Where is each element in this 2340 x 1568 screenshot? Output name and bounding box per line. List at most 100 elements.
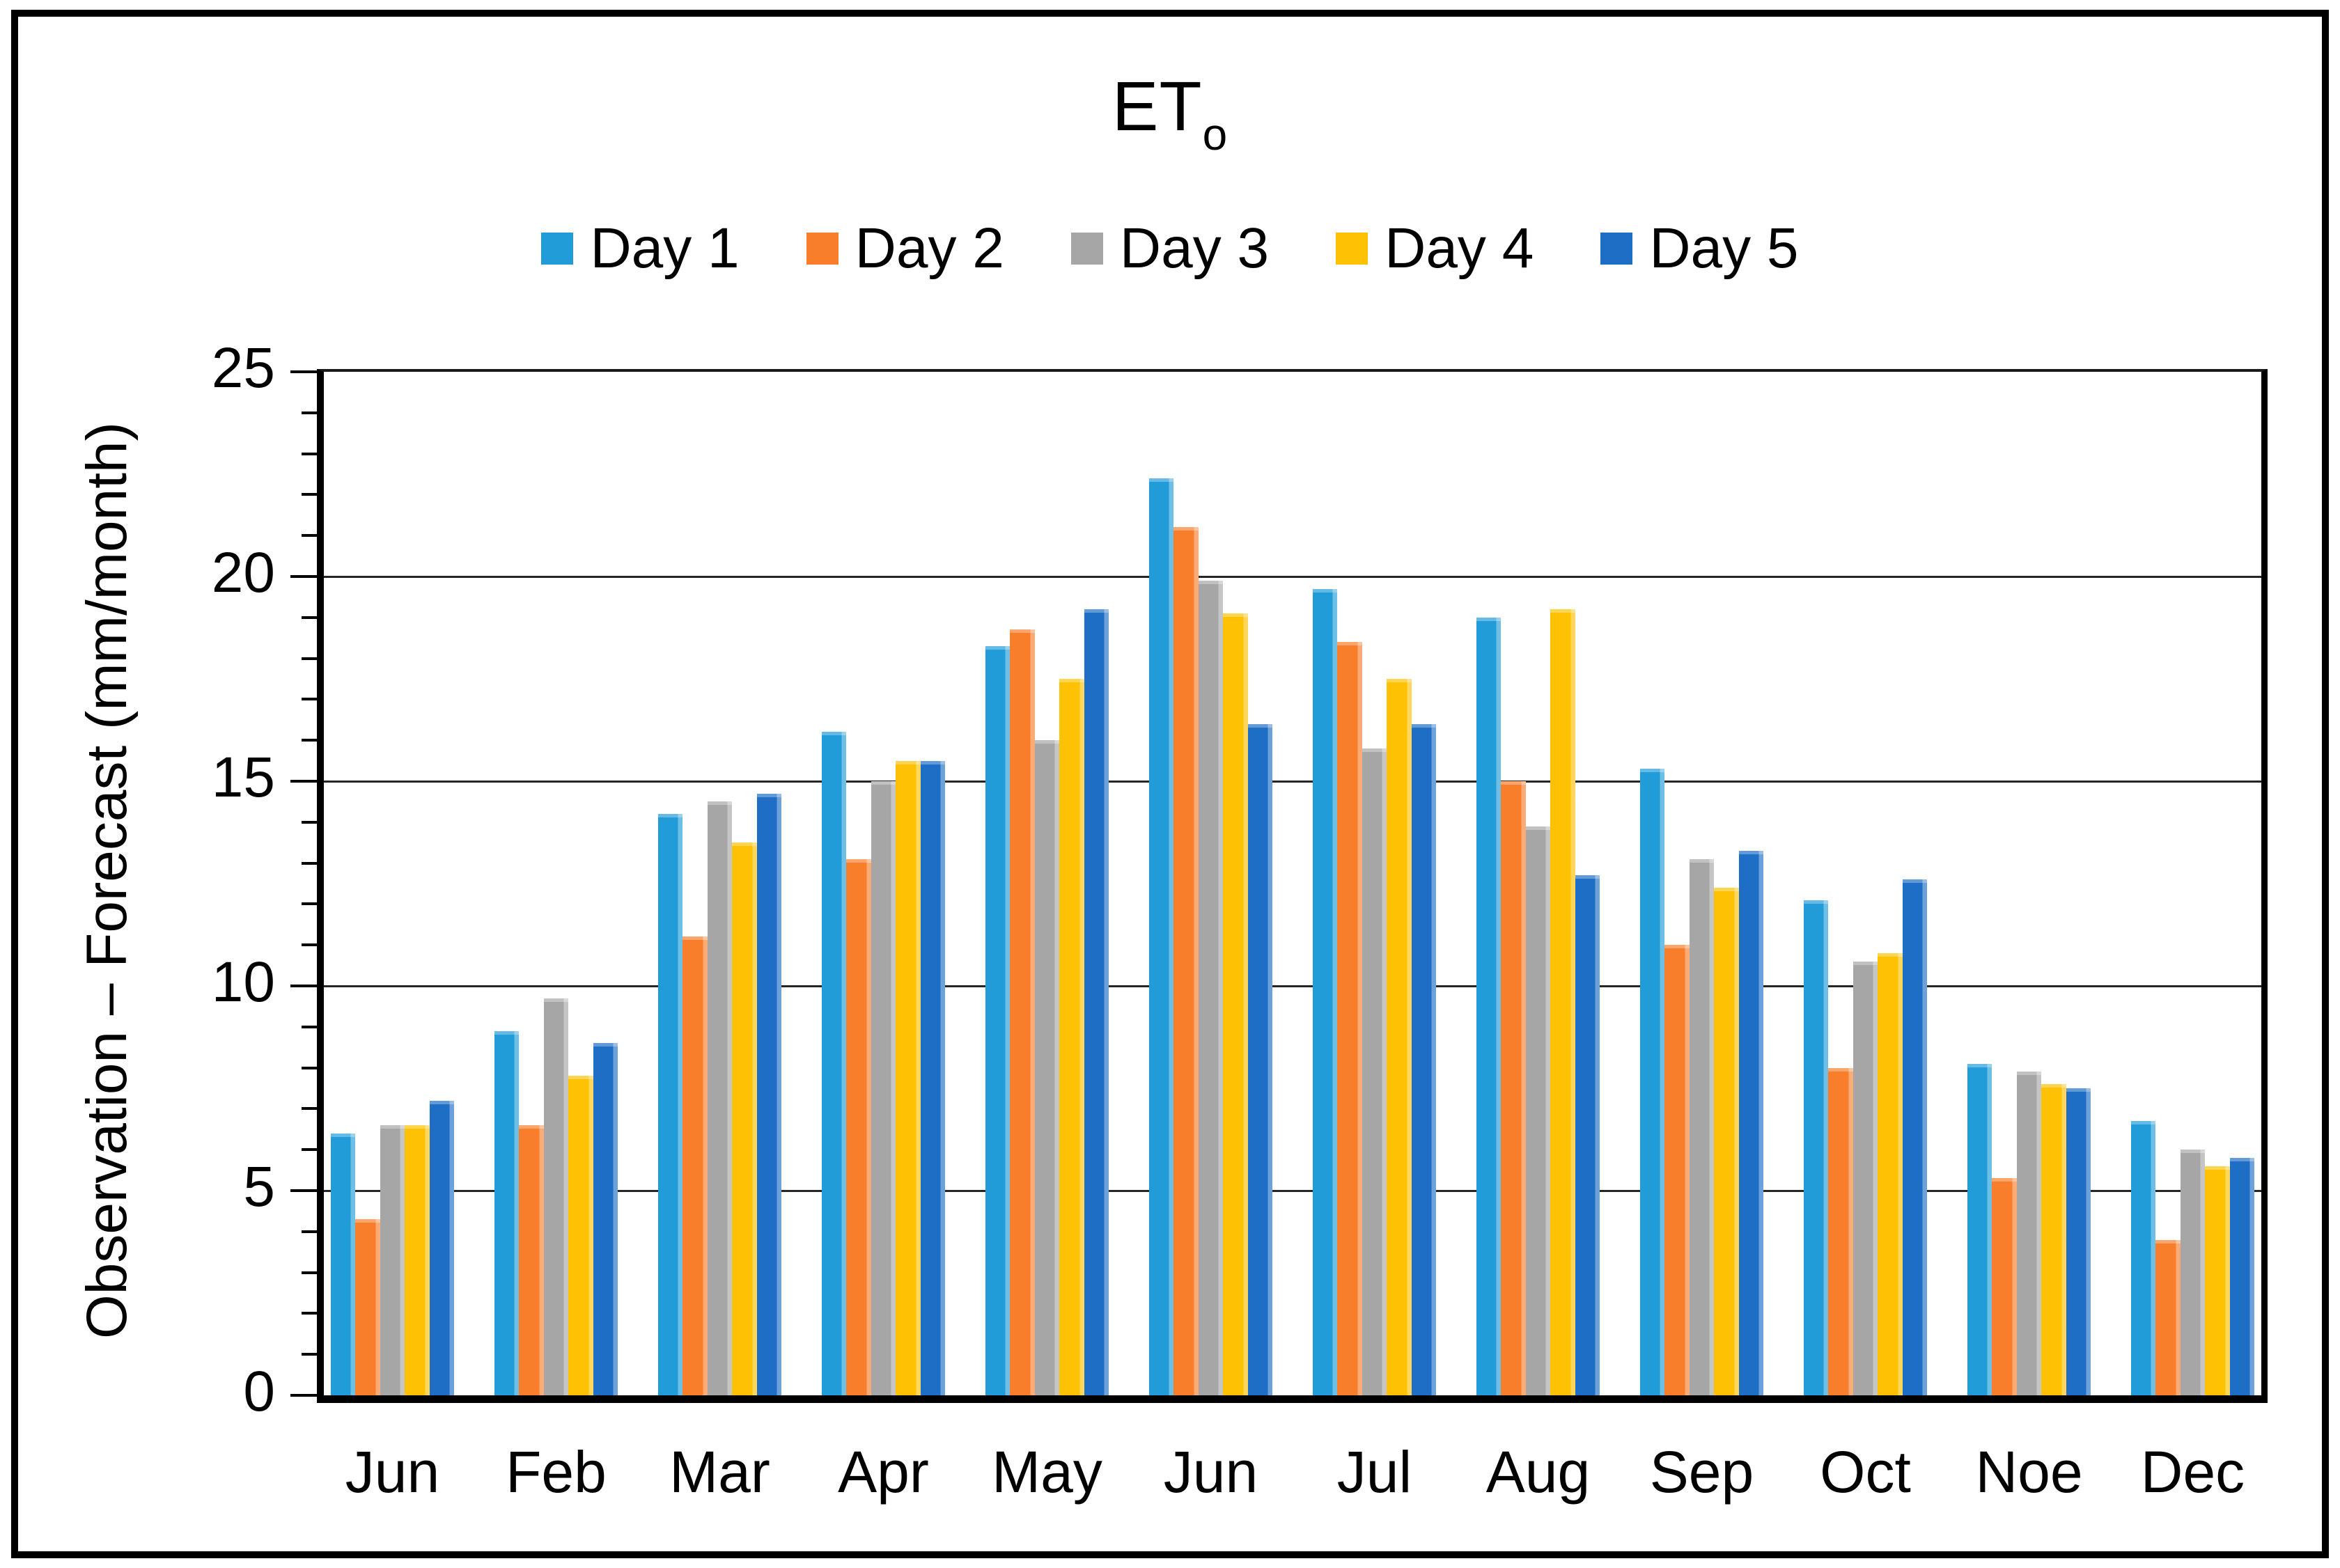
bar-day4-jun-5 — [1223, 613, 1248, 1395]
bar-day4-oct-9 — [1878, 952, 1903, 1395]
bar-day3-may-4 — [1034, 740, 1060, 1395]
x-axis-label-jul-6: Jul — [1336, 1439, 1412, 1505]
bar-day1-oct-9 — [1804, 900, 1829, 1395]
bar-day5-jul-6 — [1411, 723, 1436, 1395]
bar-day5-sep-8 — [1738, 850, 1763, 1395]
legend-label: Day 5 — [1649, 217, 1799, 280]
bar-day2-jul-6 — [1337, 642, 1362, 1395]
y-axis-minor-tick — [302, 411, 317, 414]
y-axis-major-tick — [290, 575, 317, 578]
bar-day1-dec-11 — [2131, 1121, 2156, 1395]
y-axis-minor-tick — [302, 1148, 317, 1152]
y-axis-minor-tick — [302, 739, 317, 742]
bar-day2-mar-2 — [682, 936, 708, 1395]
y-axis-tick-label-10: 10 — [211, 950, 275, 1014]
bar-day3-feb-1 — [543, 998, 569, 1395]
y-axis-minor-tick — [302, 1230, 317, 1233]
y-axis-minor-tick — [302, 493, 317, 496]
y-axis-minor-tick — [302, 698, 317, 701]
bar-day1-aug-7 — [1476, 617, 1502, 1395]
bar-day2-jun-0 — [355, 1219, 380, 1395]
bar-day3-jun-0 — [380, 1124, 405, 1395]
bar-day3-oct-9 — [1852, 961, 1878, 1395]
legend-swatch-icon — [806, 233, 838, 265]
y-axis-minor-tick — [302, 1353, 317, 1356]
bar-day2-oct-9 — [1828, 1067, 1853, 1395]
y-axis-tick-label-15: 15 — [211, 746, 275, 809]
y-axis-minor-tick — [302, 1271, 317, 1274]
bar-day4-feb-1 — [568, 1076, 593, 1395]
bar-day2-dec-11 — [2155, 1239, 2181, 1395]
y-axis-minor-tick — [302, 534, 317, 538]
bar-day5-noe-10 — [2066, 1088, 2091, 1395]
y-axis-minor-tick — [302, 657, 317, 660]
y-axis-major-tick — [290, 780, 317, 783]
bar-day2-sep-8 — [1664, 945, 1690, 1395]
bar-day1-sep-8 — [1640, 769, 1665, 1395]
y-axis-minor-tick — [302, 902, 317, 906]
y-axis-minor-tick — [302, 1107, 317, 1111]
bar-day1-mar-2 — [658, 814, 683, 1395]
gridline-15 — [324, 780, 2261, 783]
bar-day2-may-4 — [1010, 629, 1035, 1395]
x-axis-label-noe-10: Noe — [1975, 1439, 2083, 1505]
bar-day5-may-4 — [1084, 609, 1109, 1395]
chart-title-subscript: o — [1202, 109, 1228, 159]
y-axis-minor-tick — [302, 452, 317, 455]
bar-day3-apr-3 — [871, 781, 896, 1395]
bar-day5-oct-9 — [1902, 879, 1927, 1395]
legend-swatch-icon — [541, 233, 574, 265]
bar-day2-noe-10 — [1992, 1178, 2017, 1395]
chart-title: ETo — [0, 67, 2340, 157]
bar-day5-jun-0 — [429, 1100, 454, 1395]
bar-day4-mar-2 — [732, 842, 757, 1395]
legend-swatch-icon — [1600, 233, 1633, 265]
bar-day1-may-4 — [985, 645, 1011, 1395]
y-axis-tick-label-20: 20 — [211, 541, 275, 604]
legend-swatch-icon — [1336, 233, 1368, 265]
bar-day5-feb-1 — [593, 1043, 618, 1395]
x-axis-label-jun-0: Jun — [345, 1439, 440, 1505]
y-axis-minor-tick — [302, 1025, 317, 1028]
bar-day1-jul-6 — [1313, 588, 1338, 1395]
legend-item-day-1: Day 1 — [541, 216, 740, 281]
legend: Day 1 Day 2 Day 3 Day 4 Day 5 — [0, 216, 2340, 281]
plot-area: Jun Feb Mar Apr May Jun Jul Aug Sep Oct Noe Dec — [290, 369, 2268, 1505]
bar-day5-dec-11 — [2229, 1157, 2254, 1395]
legend-item-day-4: Day 4 — [1336, 216, 1534, 281]
x-axis-label-oct-9: Oct — [1820, 1439, 1911, 1505]
bar-day1-apr-3 — [822, 732, 847, 1395]
x-axis-label-feb-1: Feb — [506, 1439, 607, 1505]
bar-day4-apr-3 — [896, 760, 921, 1395]
x-axis-label-jun-5: Jun — [1163, 1439, 1258, 1505]
y-axis-minor-tick — [302, 1312, 317, 1315]
y-axis-minor-tick — [302, 943, 317, 947]
y-axis-major-tick — [290, 1189, 317, 1192]
bar-day3-aug-7 — [1525, 826, 1551, 1395]
bar-day3-mar-2 — [707, 801, 733, 1395]
x-axis-label-apr-3: Apr — [838, 1439, 929, 1505]
bar-day5-aug-7 — [1575, 875, 1600, 1395]
legend-label: Day 2 — [855, 217, 1004, 280]
legend-swatch-icon — [1070, 233, 1103, 265]
legend-label: Day 3 — [1119, 217, 1270, 280]
bar-day4-may-4 — [1059, 679, 1084, 1395]
bar-day3-jul-6 — [1362, 748, 1387, 1395]
bar-day4-dec-11 — [2205, 1166, 2230, 1395]
bar-day3-sep-8 — [1689, 859, 1715, 1395]
y-axis-tick-label-0: 0 — [243, 1360, 275, 1423]
legend-label: Day 1 — [590, 217, 740, 280]
bar-day4-jul-6 — [1387, 679, 1412, 1395]
bar-day2-aug-7 — [1501, 781, 1526, 1395]
y-axis-major-tick — [290, 985, 317, 987]
bar-day3-noe-10 — [2016, 1072, 2042, 1395]
bar-day1-jun-0 — [331, 1133, 356, 1395]
x-axis-label-aug-7: Aug — [1485, 1439, 1591, 1505]
bar-day5-mar-2 — [756, 793, 781, 1395]
legend-item-day-2: Day 2 — [806, 216, 1004, 281]
bar-day4-jun-0 — [405, 1124, 430, 1395]
gridline-10 — [324, 985, 2261, 987]
bar-day4-noe-10 — [2041, 1084, 2066, 1395]
y-axis-minor-tick — [302, 861, 317, 865]
